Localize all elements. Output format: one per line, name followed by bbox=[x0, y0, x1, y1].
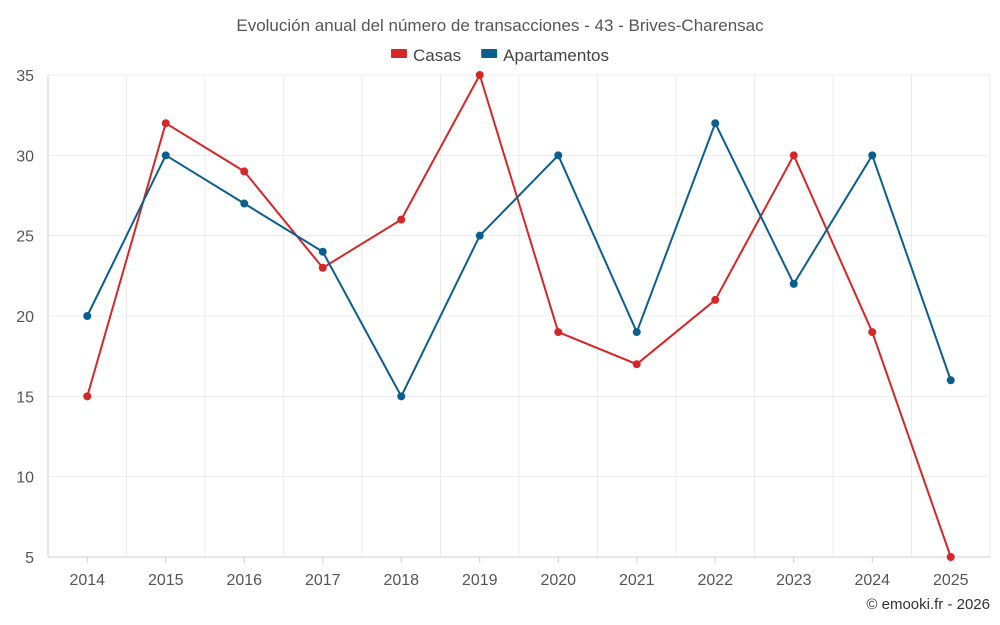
legend-label: Apartamentos bbox=[503, 46, 609, 65]
legend-label: Casas bbox=[413, 46, 461, 65]
data-point[interactable] bbox=[161, 119, 170, 128]
data-point[interactable] bbox=[318, 263, 327, 272]
data-point[interactable] bbox=[475, 231, 484, 240]
x-tick-label: 2016 bbox=[226, 572, 262, 589]
y-tick-label: 5 bbox=[25, 550, 34, 567]
y-tick-label: 10 bbox=[16, 470, 34, 487]
legend-swatch bbox=[390, 49, 407, 58]
credit-text: © emooki.fr - 2026 bbox=[866, 596, 990, 613]
data-point[interactable] bbox=[83, 392, 92, 401]
data-point[interactable] bbox=[397, 215, 406, 224]
x-axis-ticks: 2014 2015 2016 2017 2018 2019 2020 2021 2022 2023… bbox=[69, 557, 969, 589]
data-point[interactable] bbox=[318, 247, 327, 256]
data-point[interactable] bbox=[554, 328, 563, 337]
y-tick-label: 25 bbox=[16, 229, 34, 246]
x-tick-label: 2019 bbox=[462, 572, 498, 589]
x-tick-label: 2014 bbox=[69, 572, 105, 589]
data-point[interactable] bbox=[554, 151, 563, 160]
data-point[interactable] bbox=[946, 376, 955, 385]
x-tick-label: 2021 bbox=[619, 572, 655, 589]
x-tick-label: 2024 bbox=[854, 572, 890, 589]
data-point[interactable] bbox=[397, 392, 406, 401]
legend-swatch bbox=[481, 49, 498, 58]
data-point[interactable] bbox=[240, 167, 249, 176]
x-tick-label: 2022 bbox=[697, 572, 733, 589]
data-point[interactable] bbox=[632, 328, 641, 337]
x-tick-label: 2017 bbox=[305, 572, 341, 589]
x-tick-label: 2015 bbox=[148, 572, 184, 589]
x-tick-label: 2025 bbox=[933, 572, 969, 589]
legend: Casas Apartamentos bbox=[390, 46, 609, 65]
x-tick-label: 2023 bbox=[776, 572, 812, 589]
series-group bbox=[83, 71, 955, 561]
y-tick-label: 35 bbox=[16, 68, 34, 85]
y-tick-label: 30 bbox=[16, 148, 34, 165]
data-point[interactable] bbox=[789, 279, 798, 288]
x-tick-label: 2018 bbox=[383, 572, 419, 589]
data-point[interactable] bbox=[868, 151, 877, 160]
series-line bbox=[86, 122, 952, 398]
series-line bbox=[86, 74, 952, 558]
series-casas bbox=[83, 71, 955, 561]
chart-title: Evolución anual del número de transaccio… bbox=[236, 16, 764, 35]
data-point[interactable] bbox=[632, 360, 641, 369]
y-axis-ticks: 5 10 15 20 25 30 35 bbox=[16, 68, 34, 567]
y-tick-label: 15 bbox=[16, 389, 34, 406]
series-apartamentos bbox=[83, 119, 955, 401]
data-point[interactable] bbox=[711, 119, 720, 128]
legend-item-apartamentos[interactable]: Apartamentos bbox=[481, 46, 609, 65]
legend-item-casas[interactable]: Casas bbox=[390, 46, 461, 65]
data-point[interactable] bbox=[946, 553, 955, 561]
data-point[interactable] bbox=[789, 151, 798, 160]
data-point[interactable] bbox=[83, 312, 92, 320]
data-point[interactable] bbox=[868, 328, 877, 337]
data-point[interactable] bbox=[711, 295, 720, 304]
y-tick-label: 20 bbox=[16, 309, 34, 326]
data-point[interactable] bbox=[475, 71, 484, 79]
x-tick-label: 2020 bbox=[540, 572, 576, 589]
data-point[interactable] bbox=[240, 199, 249, 208]
data-point[interactable] bbox=[161, 151, 170, 160]
grid bbox=[47, 74, 991, 558]
